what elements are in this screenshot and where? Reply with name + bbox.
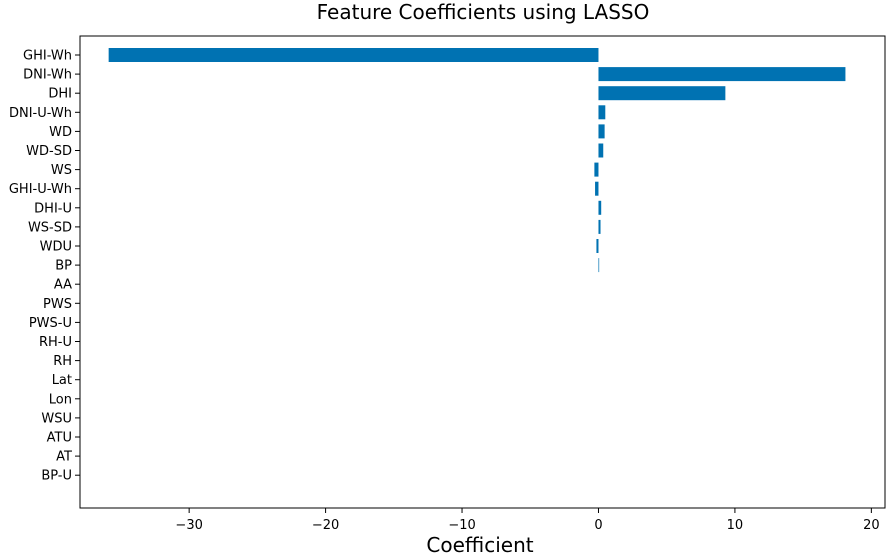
- y-tick-label-rh: RH: [53, 354, 72, 369]
- y-tick-label-aa: AA: [54, 278, 72, 293]
- x-axis-label: Coefficient: [426, 533, 533, 554]
- y-tick-label-dhi-u: DHI-U: [34, 201, 72, 216]
- bars-group: [108, 48, 846, 273]
- y-tick-label-lon: Lon: [49, 392, 72, 407]
- y-tick-label-rh-u: RH-U: [39, 335, 72, 350]
- bar-bp: [598, 258, 600, 273]
- bar-wd-sd: [598, 143, 604, 158]
- y-tick-label-ws-sd: WS-SD: [28, 220, 72, 235]
- bar-dhi: [598, 86, 726, 101]
- bar-ghi-u-wh: [595, 181, 599, 196]
- chart-title: Feature Coefficients using LASSO: [317, 0, 650, 24]
- y-tick-label-ghi-wh: GHI-Wh: [23, 49, 72, 64]
- bar-dhi-u: [598, 200, 602, 215]
- plot-frame: [79, 35, 886, 509]
- bar-ghi-wh: [108, 48, 599, 62]
- y-tick-label-lat: Lat: [52, 373, 72, 388]
- x-tick-label-0: −30: [175, 518, 202, 533]
- y-tick-label-wsu: WSU: [41, 411, 72, 426]
- bar-wdu: [596, 239, 599, 253]
- y-tick-label-ghi-u-wh: GHI-U-Wh: [9, 182, 72, 197]
- x-axis: −30 −20 −10 0 10 20: [175, 508, 880, 533]
- y-tick-label-ws: WS: [51, 163, 72, 178]
- y-tick-label-at: AT: [56, 450, 72, 465]
- y-tick-label-dni-wh: DNI-Wh: [23, 68, 72, 83]
- y-tick-label-wdu: WDU: [40, 240, 72, 255]
- y-tick-label-pws: PWS: [43, 297, 72, 312]
- x-tick-label-4: 10: [727, 518, 744, 533]
- y-tick-label-dni-u-wh: DNI-U-Wh: [9, 106, 72, 121]
- y-tick-label-atu: ATU: [47, 431, 72, 446]
- bar-wd: [598, 124, 605, 139]
- y-tick-label-bp-u: BP-U: [41, 469, 72, 484]
- y-tick-label-bp: BP: [55, 259, 72, 274]
- bar-ws: [594, 162, 599, 177]
- y-tick-label-wd: WD: [49, 125, 72, 140]
- bar-dni-wh: [598, 67, 846, 82]
- x-tick-label-5: 20: [863, 518, 880, 533]
- y-tick-label-dhi: DHI: [48, 87, 72, 102]
- x-tick-label-2: −10: [448, 518, 475, 533]
- bar-ws-sd: [598, 219, 601, 234]
- x-tick-label-1: −20: [312, 518, 339, 533]
- y-tick-label-wd-sd: WD-SD: [26, 144, 72, 159]
- y-axis: GHI-Wh DNI-Wh DHI DNI-U-Wh WD WD-SD WS GHI-U-Wh…: [9, 49, 80, 484]
- x-tick-label-3: 0: [594, 518, 602, 533]
- y-tick-label-pws-u: PWS-U: [29, 316, 72, 331]
- bar-dni-u-wh: [598, 105, 606, 120]
